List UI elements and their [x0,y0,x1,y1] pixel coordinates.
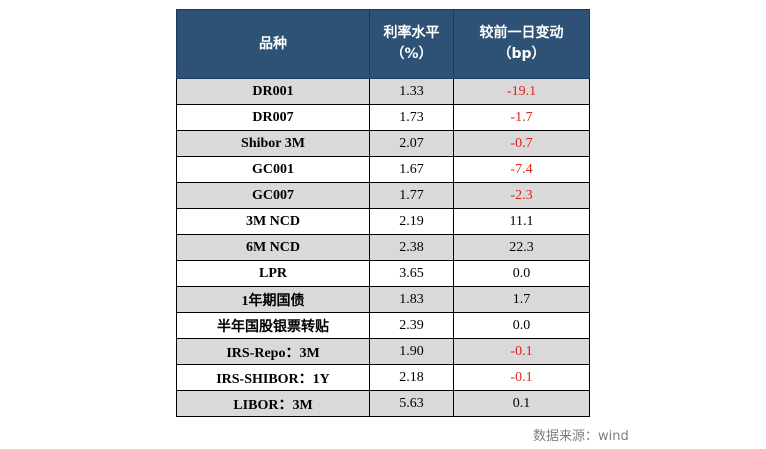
rate-value: 3.65 [369,260,454,287]
table-row: LIBOR：3M 5.63 0.1 [176,390,590,417]
instrument-name: 3M NCD [176,208,370,235]
header-change-label: 较前一日变动 [479,25,564,41]
rate-value: 1.67 [369,156,454,183]
change-value: -19.1 [453,78,590,105]
rate-value: 2.38 [369,234,454,261]
change-value: 0.1 [453,390,590,417]
instrument-name: GC001 [176,156,370,183]
rate-value: 1.73 [369,104,454,131]
instrument-name: 1年期国债 [176,286,370,313]
change-value: -0.1 [453,364,590,391]
instrument-name: GC007 [176,182,370,209]
table-row: DR007 1.73 -1.7 [176,104,590,131]
table-header-row: 品种 利率水平 （%） 较前一日变动 （bp） [176,9,590,79]
change-value: 1.7 [453,286,590,313]
instrument-name: 半年国股银票转贴 [176,312,370,339]
change-value: -0.1 [453,338,590,365]
rate-value: 1.77 [369,182,454,209]
rate-value: 2.39 [369,312,454,339]
table-row: IRS-SHIBOR：1Y 2.18 -0.1 [176,364,590,391]
table-row: LPR 3.65 0.0 [176,260,590,287]
rate-value: 2.19 [369,208,454,235]
instrument-name: LIBOR：3M [176,390,370,417]
rate-value: 2.18 [369,364,454,391]
change-value: 22.3 [453,234,590,261]
data-source-note: 数据来源：wind [533,429,629,444]
change-value: -7.4 [453,156,590,183]
change-value: 0.0 [453,260,590,287]
rates-table: 品种 利率水平 （%） 较前一日变动 （bp） DR001 1.33 -19.1 DR… [176,9,590,417]
instrument-name: DR001 [176,78,370,105]
header-rate-label: 利率水平 [383,25,440,41]
change-value: 0.0 [453,312,590,339]
header-change: 较前一日变动 （bp） [453,9,590,79]
table-row: 1年期国债 1.83 1.7 [176,286,590,313]
table-row: 3M NCD 2.19 11.1 [176,208,590,235]
table-row: 6M NCD 2.38 22.3 [176,234,590,261]
table-row: Shibor 3M 2.07 -0.7 [176,130,590,157]
header-instrument-label: 品种 [259,35,287,52]
table-row: DR001 1.33 -19.1 [176,78,590,105]
rate-value: 1.83 [369,286,454,313]
rate-value: 2.07 [369,130,454,157]
header-rate-unit: （%） [390,46,433,62]
header-change-unit: （bp） [497,46,546,62]
change-value: -1.7 [453,104,590,131]
rate-value: 1.90 [369,338,454,365]
table-row: GC007 1.77 -2.3 [176,182,590,209]
table-body: DR001 1.33 -19.1 DR007 1.73 -1.7 Shibor 3M 2.07… [176,78,590,417]
rate-value: 1.33 [369,78,454,105]
change-value: -0.7 [453,130,590,157]
instrument-name: LPR [176,260,370,287]
instrument-name: IRS-SHIBOR：1Y [176,364,370,391]
table-row: 半年国股银票转贴 2.39 0.0 [176,312,590,339]
change-value: -2.3 [453,182,590,209]
instrument-name: Shibor 3M [176,130,370,157]
change-value: 11.1 [453,208,590,235]
table-row: IRS-Repo：3M 1.90 -0.1 [176,338,590,365]
header-rate-level: 利率水平 （%） [369,9,454,79]
header-instrument: 品种 [176,9,370,79]
instrument-name: DR007 [176,104,370,131]
instrument-name: IRS-Repo：3M [176,338,370,365]
table-row: GC001 1.67 -7.4 [176,156,590,183]
rate-value: 5.63 [369,390,454,417]
instrument-name: 6M NCD [176,234,370,261]
